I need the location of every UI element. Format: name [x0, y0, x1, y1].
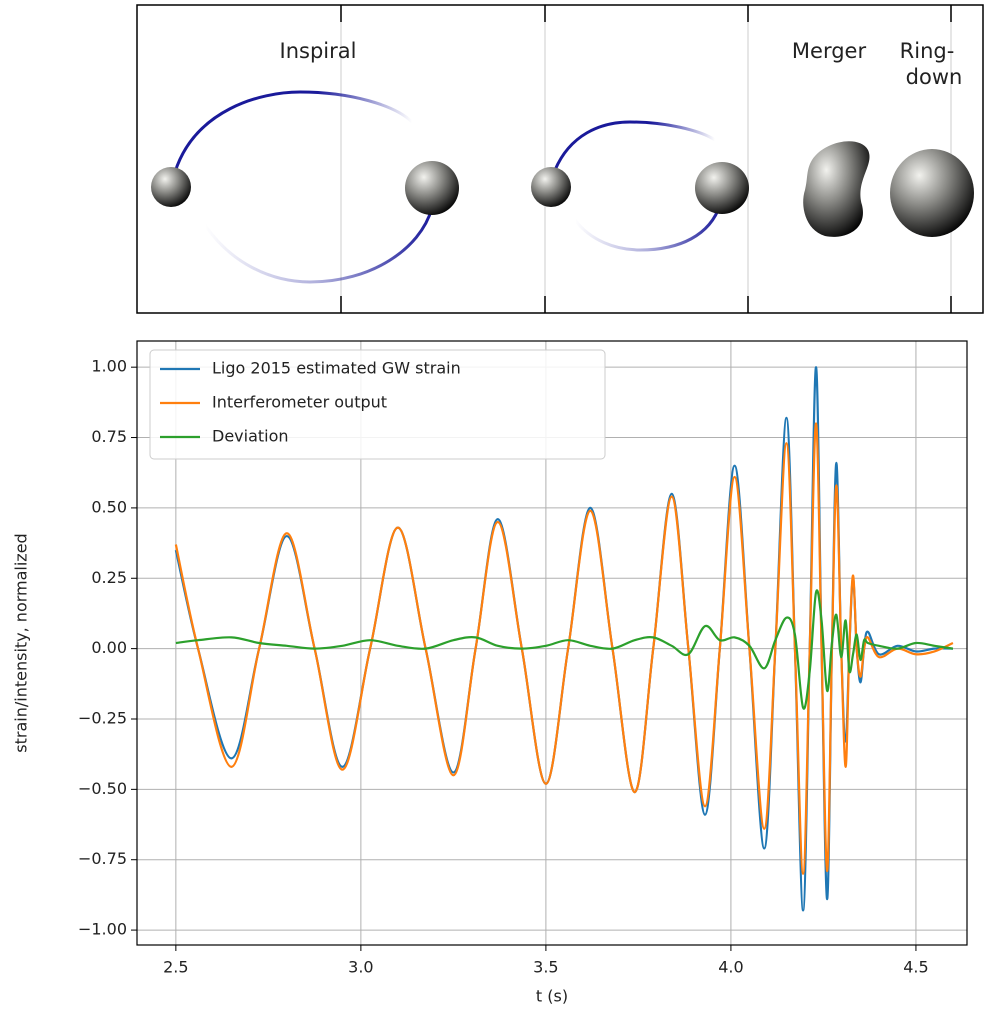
annotation: Merger	[792, 39, 867, 63]
x-tick-label: 4.0	[718, 958, 743, 977]
y-tick-label: 1.00	[91, 357, 127, 376]
x-tick-label: 3.0	[348, 958, 373, 977]
y-tick-label: 0.25	[91, 568, 127, 587]
series-line	[174, 422, 954, 875]
plot-lines	[174, 366, 954, 912]
series-line	[175, 589, 954, 710]
legend-label: Deviation	[212, 427, 289, 446]
y-tick-label: −0.75	[78, 849, 127, 868]
y-tick-label: −0.50	[78, 779, 127, 798]
annotation: Inspiral	[280, 39, 357, 63]
ticks: −1.00 −0.75 −0.50 −0.25 0.00 0.25 0.50 0.75 1.00…	[78, 357, 929, 977]
y-tick-label: 0.75	[91, 427, 127, 446]
top-panel: Inspiral Merger Ring- down	[136, 4, 984, 314]
x-tick-label: 3.5	[533, 958, 558, 977]
legend: Ligo 2015 estimated GW strain Interferome…	[149, 349, 606, 460]
y-tick-label: −1.00	[78, 920, 127, 939]
y-tick-label: 0.00	[91, 638, 127, 657]
legend-label: Ligo 2015 estimated GW strain	[212, 359, 461, 378]
axes-frame	[136, 340, 968, 946]
legend-label: Interferometer output	[212, 393, 387, 412]
y-tick-label: −0.25	[78, 708, 127, 727]
x-axis-label: t (s)	[536, 987, 568, 1006]
x-tick-label: 4.5	[903, 958, 928, 977]
annotation: Ring-	[900, 39, 955, 63]
y-axis-label: strain/intensity, normalized	[12, 533, 31, 752]
x-tick-label: 2.5	[163, 958, 188, 977]
y-tick-label: 0.50	[91, 497, 127, 516]
annotation: down	[906, 65, 963, 89]
legend-box	[149, 349, 606, 460]
